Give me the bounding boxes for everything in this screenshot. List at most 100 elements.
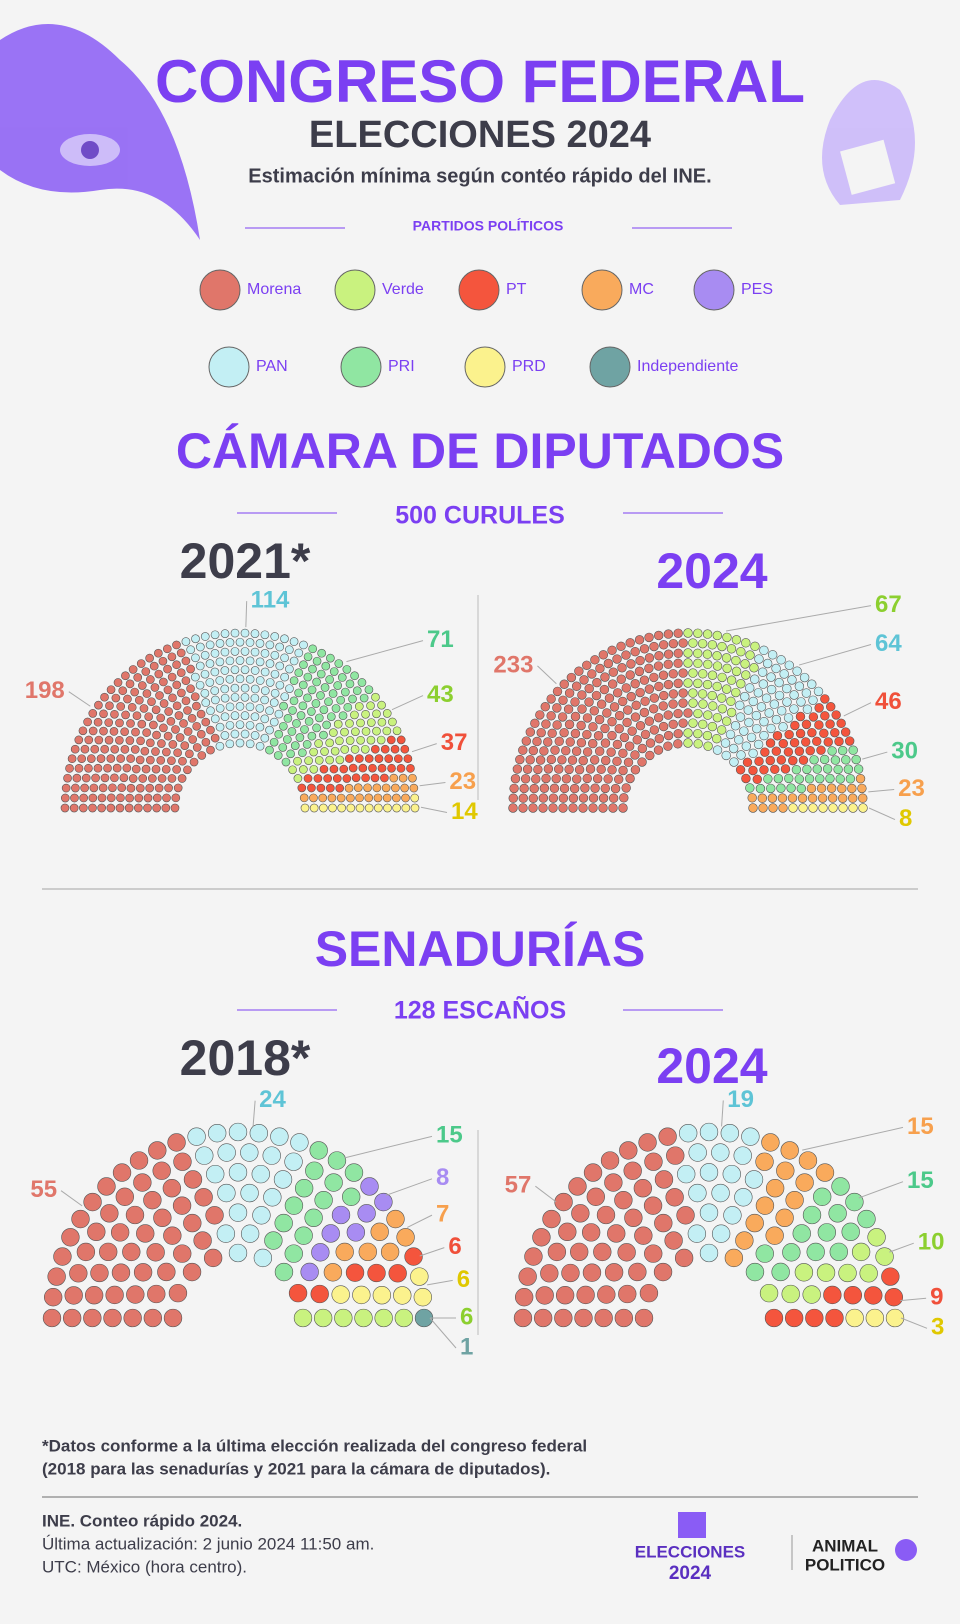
seat — [93, 763, 103, 773]
seat — [100, 744, 110, 754]
seat — [384, 754, 394, 763]
seat — [554, 1308, 573, 1328]
seat — [206, 725, 215, 735]
seat — [683, 728, 693, 738]
seat-count-label: 3 — [931, 1314, 944, 1341]
seat — [693, 678, 703, 689]
seat — [520, 774, 531, 784]
seat — [838, 1263, 857, 1283]
seat — [84, 735, 94, 745]
seat — [844, 736, 855, 746]
seat — [290, 741, 300, 750]
chart-title: 2024 — [656, 1038, 767, 1094]
seat — [730, 721, 741, 731]
seat — [758, 679, 769, 689]
seat — [767, 793, 778, 803]
seat — [200, 688, 210, 698]
seat — [753, 688, 764, 698]
seat — [260, 667, 270, 677]
seat — [130, 687, 140, 697]
seat — [773, 773, 784, 784]
seat — [364, 685, 374, 695]
seat — [146, 738, 155, 748]
seat — [274, 729, 284, 739]
seat — [329, 728, 338, 737]
seat — [316, 783, 326, 793]
seat — [139, 704, 149, 713]
seat — [619, 1141, 638, 1160]
seat — [734, 1188, 753, 1207]
seat — [745, 650, 755, 660]
seat — [815, 1163, 835, 1182]
seat — [678, 688, 688, 698]
seat — [740, 691, 750, 702]
seat — [514, 1288, 534, 1307]
seat — [197, 751, 207, 760]
seat — [361, 727, 371, 736]
seat — [712, 661, 723, 671]
seat — [152, 1161, 171, 1180]
seat — [106, 803, 116, 813]
seat — [519, 783, 529, 794]
seat — [648, 704, 659, 714]
seat — [126, 719, 135, 728]
seat — [292, 719, 301, 728]
seat — [574, 666, 584, 676]
seat — [635, 687, 645, 698]
seat — [699, 1243, 719, 1263]
seat — [188, 735, 197, 744]
seat — [356, 735, 365, 745]
seat — [558, 1222, 577, 1242]
seat — [358, 1242, 377, 1262]
seat — [410, 793, 420, 803]
seat — [88, 793, 98, 803]
seat — [625, 670, 635, 680]
seat — [157, 739, 166, 748]
seat — [604, 1173, 623, 1192]
seat — [326, 783, 335, 793]
seat — [225, 739, 235, 749]
seat — [813, 686, 824, 697]
seat — [625, 773, 635, 784]
seat — [195, 661, 205, 671]
seat — [747, 793, 757, 803]
legend-title: PARTIDOS POLÍTICOS — [413, 218, 564, 234]
seat — [220, 629, 230, 638]
seat — [630, 750, 640, 760]
seat — [287, 727, 297, 736]
seat — [307, 685, 317, 695]
seat — [269, 717, 279, 727]
seat — [372, 1286, 392, 1305]
seat — [174, 711, 184, 720]
legend-swatch — [464, 346, 506, 388]
seat — [780, 764, 791, 774]
seat — [355, 793, 364, 803]
seat — [820, 694, 830, 704]
seat — [228, 1163, 248, 1182]
seat — [191, 634, 200, 644]
seat — [683, 628, 693, 638]
seat — [726, 644, 737, 654]
seat — [759, 716, 769, 727]
leader-line — [245, 601, 248, 628]
seat — [149, 661, 159, 671]
seat — [757, 667, 768, 677]
seat — [289, 696, 299, 706]
seat — [374, 1192, 393, 1212]
seat — [352, 1285, 371, 1305]
leader-line — [427, 1279, 453, 1286]
seat — [313, 1308, 333, 1328]
leader-line — [843, 702, 872, 717]
seat — [618, 803, 628, 813]
seat — [201, 737, 211, 747]
seat — [703, 741, 713, 751]
logo-text: 2024 — [669, 1563, 712, 1584]
seat — [653, 630, 664, 641]
parliament-chart: 2024 233 67 64 46 30 23 8 — [493, 543, 924, 832]
seat — [726, 675, 737, 685]
seat — [185, 749, 194, 759]
seat — [359, 693, 369, 703]
seat — [654, 1213, 673, 1233]
seat — [673, 678, 683, 689]
seat — [124, 803, 134, 813]
